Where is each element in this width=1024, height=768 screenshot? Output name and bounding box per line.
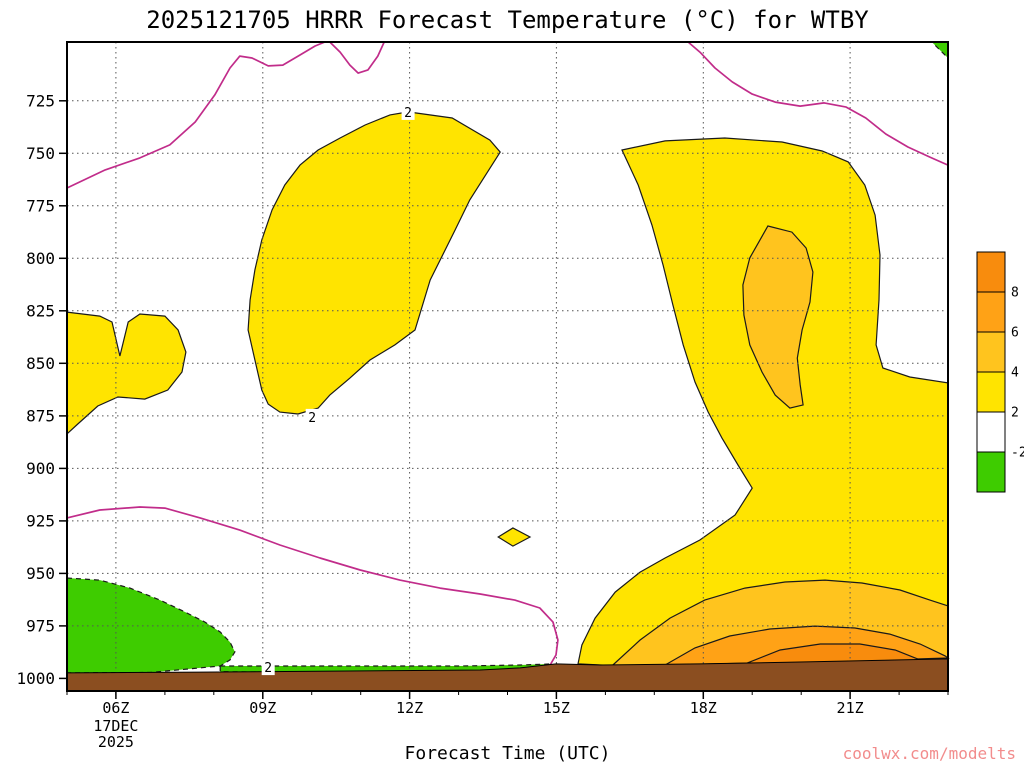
y-axis-tick-label: 950 [26,564,55,583]
contour-label: 2 [264,661,272,676]
region-yellow-central-blob [247,111,501,415]
x-axis-tick-label: 15Z [543,699,570,717]
y-axis-tick-label: 975 [26,616,55,635]
zero-degree-line [328,41,386,74]
contour-label-backing [305,408,319,425]
x-axis-tick-label: 18Z [690,699,717,717]
colorbar-block [976,411,1006,453]
contour-label: 2 [404,106,412,121]
contour-label: 2 [308,411,316,426]
y-axis-tick-label: 900 [26,459,55,478]
colorbar-label: 2 [1011,406,1019,421]
colorbar-label: 6 [1011,326,1019,341]
region-green-lower-left [66,577,236,674]
date-label-line: 2025 [98,733,134,751]
region-gold-upper-lobe [742,225,814,409]
zero-degree-line [66,41,326,189]
x-axis-tick-label: 06Z [102,699,129,717]
y-axis-tick-label: 750 [26,144,55,163]
colorbar-label: 8 [1011,286,1019,301]
colorbar-label: 4 [1011,366,1019,381]
zero-degree-line [687,41,949,166]
colorbar-label: -2 [1011,446,1024,461]
region-green-top-right-corner [930,41,949,60]
x-axis-title: Forecast Time (UTC) [404,743,611,764]
x-axis-tick-label: 21Z [837,699,864,717]
y-axis-tick-label: 875 [26,406,55,425]
page-watermark: coolwx.com/modelts [842,744,1016,763]
chart-title: 2025121705 HRRR Forecast Temperature (°C… [146,6,869,34]
x-axis-tick-label: 12Z [396,699,423,717]
colorbar-block [976,331,1006,373]
contour-label-backing [261,659,275,676]
y-axis-tick-label: 725 [26,91,55,110]
colorbar-block [976,291,1006,333]
y-axis-tick-label: 850 [26,354,55,373]
region-yellow-pocket-925 [497,527,532,547]
y-axis-tick-label: 800 [26,249,55,268]
colorbar-block [976,451,1006,493]
zero-degree-line [66,506,559,666]
region-yellow-left-blob [66,311,187,436]
y-axis-tick-label: 775 [26,196,55,215]
y-axis-tick-label: 925 [26,511,55,530]
colorbar-block [976,251,1006,293]
x-axis-tick-label: 09Z [249,699,276,717]
date-label-line: 17DEC [93,717,138,735]
y-axis-tick-label: 825 [26,301,55,320]
colorbar-block [976,371,1006,413]
contour-label-backing [401,103,415,120]
y-axis-tick-label: 1000 [16,669,55,688]
